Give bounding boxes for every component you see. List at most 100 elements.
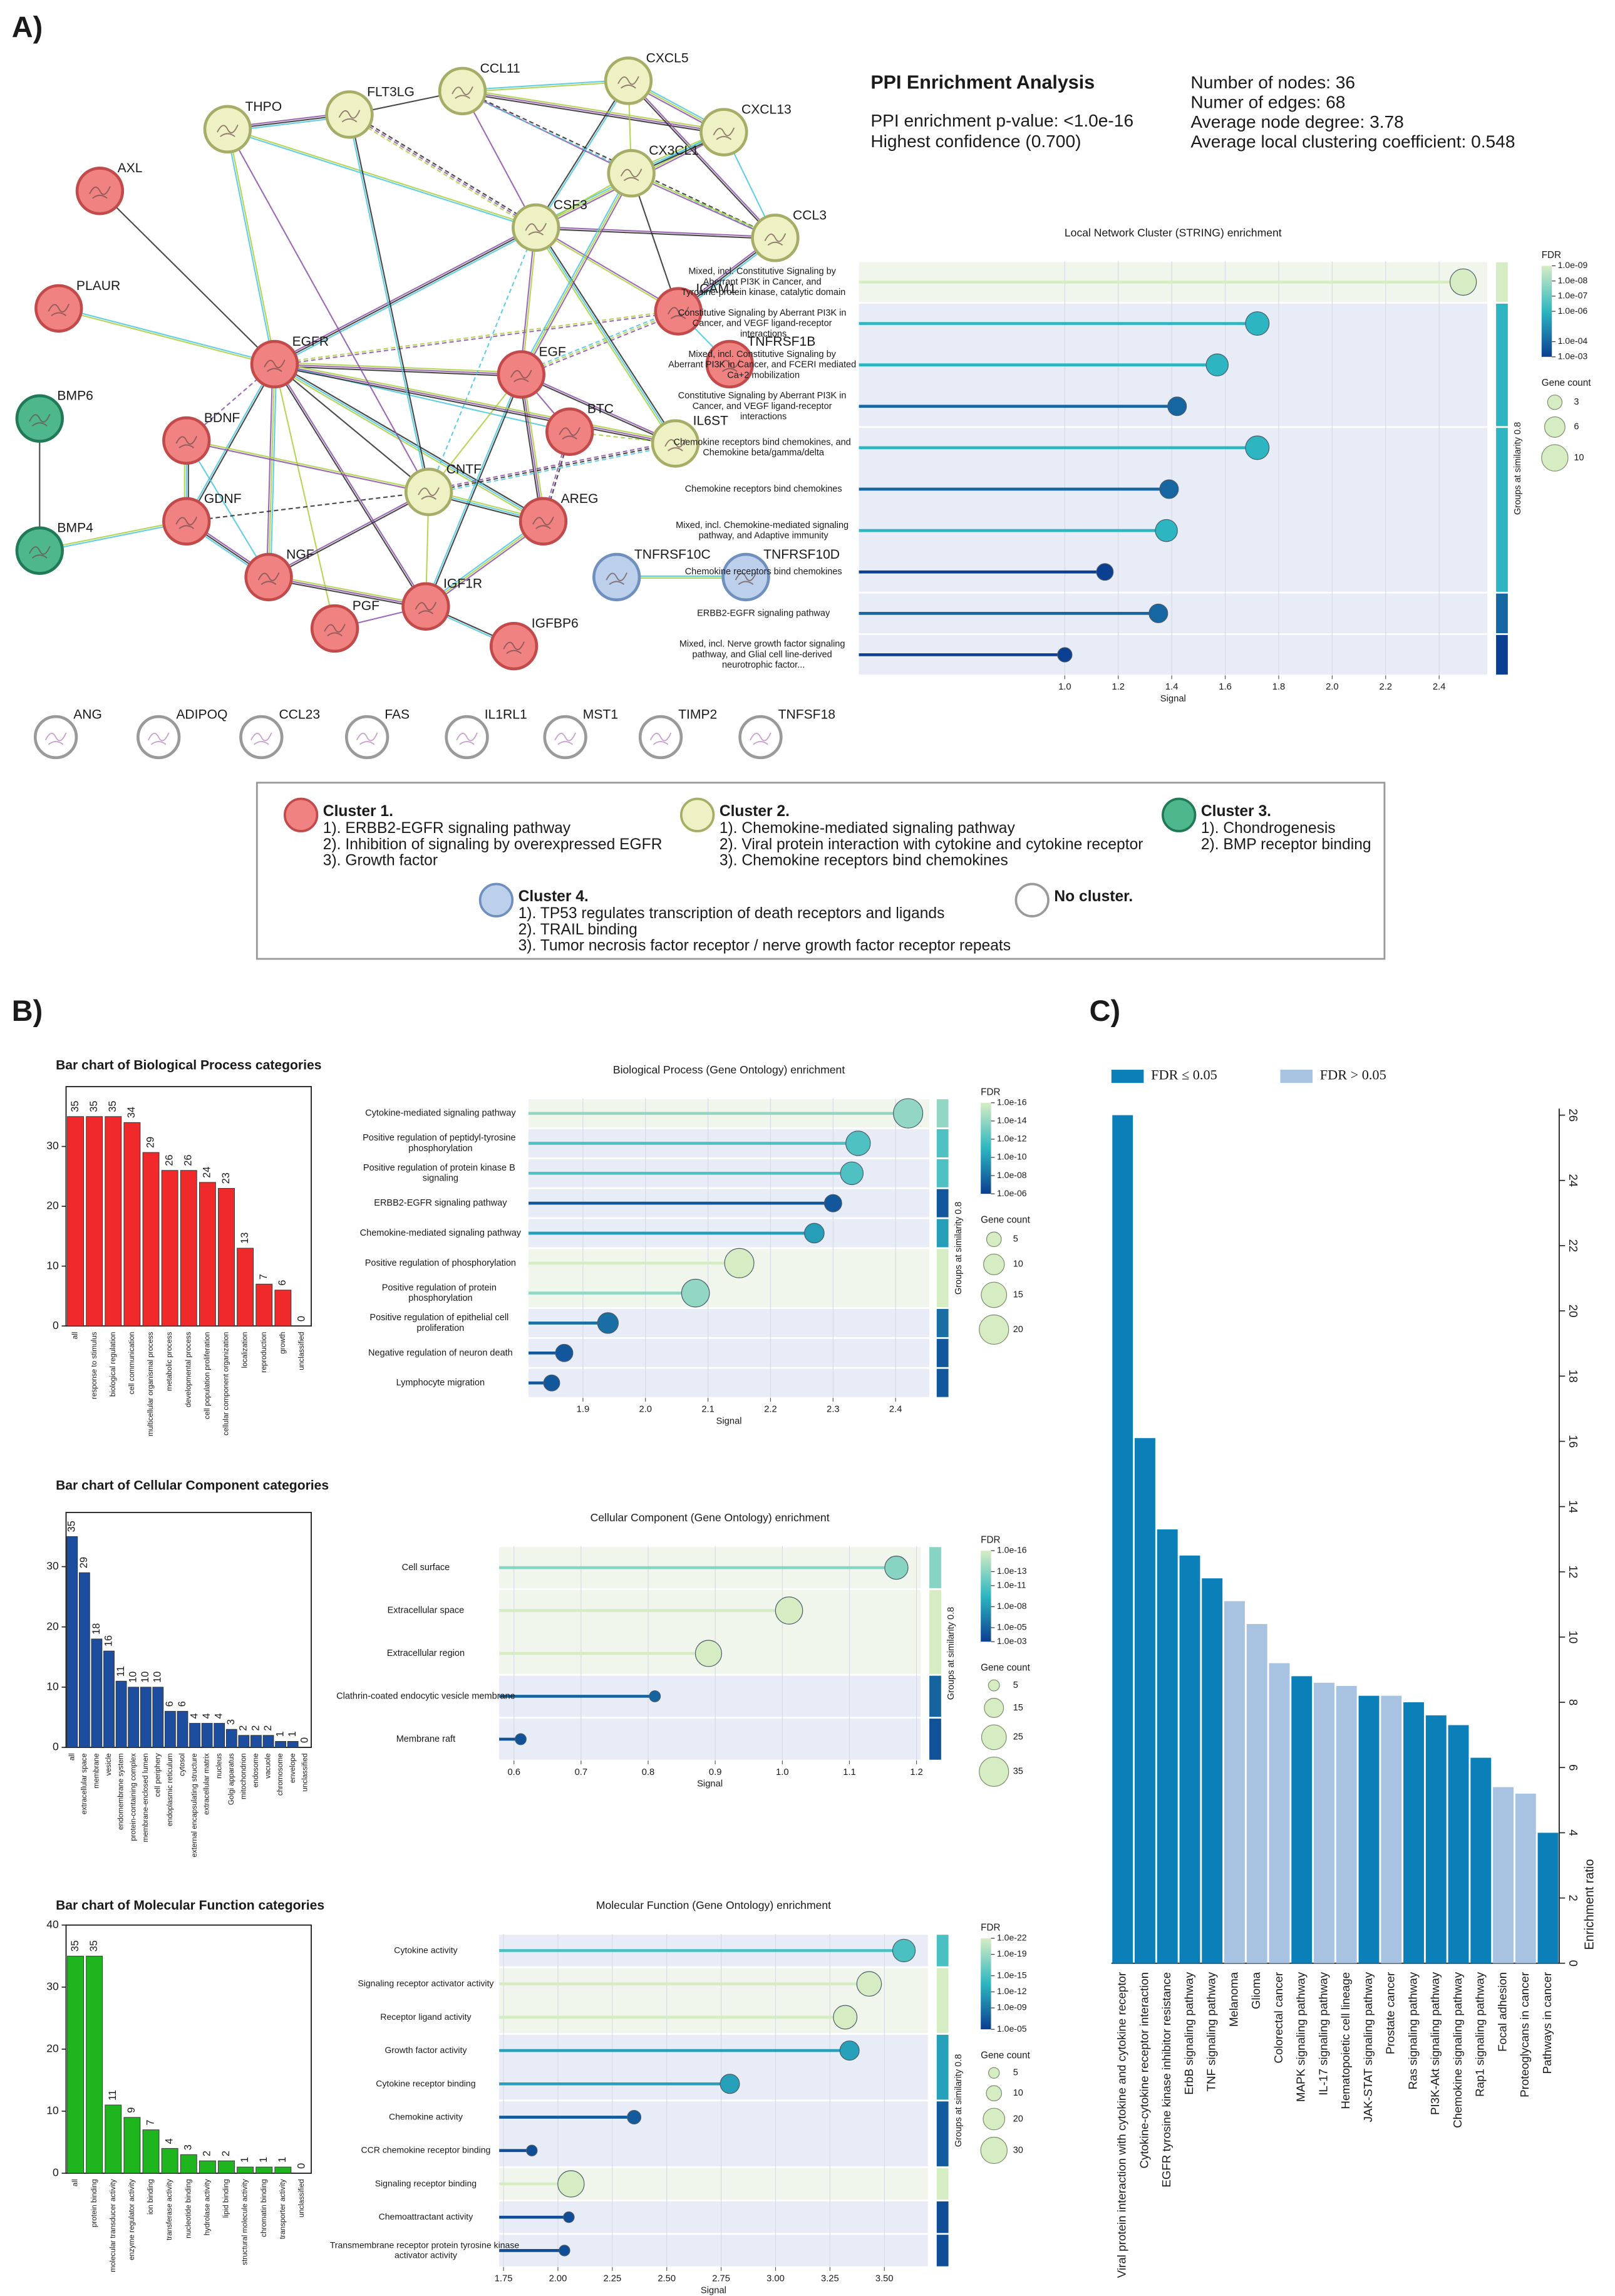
legend-item: 3). Tumor necrosis factor receptor / ner… [519,938,1011,954]
size-legend-label: 5 [1013,1680,1018,1690]
legend-swatch [1014,882,1050,918]
bar [67,1116,84,1326]
dot [1155,519,1178,542]
x-tick-label: developmental process [184,1332,192,1407]
value-label: 24 [202,1167,213,1178]
node-structure [451,86,473,99]
bar [218,1187,235,1326]
node-structure [356,732,378,745]
network-edge [185,363,275,522]
bar [78,1572,90,1748]
legend-item: 1). ERBB2-EGFR signaling pathway [323,820,571,837]
node-structure [456,732,478,745]
network-edge [631,172,776,238]
value-label: 2 [250,1725,261,1731]
node-structure [44,732,67,745]
row-label: Cytokine receptor binding [376,2078,475,2088]
dot [627,2110,642,2124]
network-edge [520,374,544,522]
colorbar-label: 1.0e-05 [997,2024,1027,2034]
value-label: 35 [107,1100,118,1112]
value-label: 4 [214,1713,225,1719]
bar [255,2166,273,2174]
network-edge [534,80,629,228]
node-label: NGF [286,547,314,562]
bar [1112,1115,1133,1963]
x-tick-label: ErbB signaling pathway [1182,1972,1195,2095]
network-edge [522,312,679,377]
bar [123,2117,141,2174]
row-label: Clathrin-coated endocytic vesicle membra… [336,1691,515,1701]
dot [1057,647,1073,663]
network-edge [535,227,678,313]
node-structure [649,732,672,745]
x-tick-label: mitochondrion [239,1753,247,1799]
bar [218,2160,235,2174]
x-tick-label: structural molecule activity [241,2179,249,2265]
colorbar-label: 1.0e-08 [1558,275,1588,285]
network-edge [267,490,429,577]
legend-title: Cluster 2. [720,803,790,820]
dot [1449,268,1477,296]
x-tick-label: 2.50 [658,2274,676,2284]
network-edge [274,227,537,365]
x-tick-label: transporter activity [279,2179,287,2239]
bar [255,1283,273,1326]
legend-label: FDR ≤ 0.05 [1151,1067,1217,1083]
row-label: Signaling receptor binding [375,2178,477,2188]
colorbar-label: 1.0e-04 [1558,336,1588,346]
dot [804,1223,825,1244]
row-label: Positive regulation of protein kinase B … [363,1163,518,1184]
size-legend-label: 3 [1574,397,1579,407]
y-tick-label: 16 [1567,1435,1580,1448]
node-structure [750,732,771,745]
group-label: Groups at similarity 0.8 [954,1202,964,1295]
bar [199,2160,216,2174]
network-edge [519,227,536,375]
bar [214,1723,225,1748]
group-bar [929,1590,941,1674]
dot [563,2211,575,2223]
network-edge [534,228,674,445]
network-edge [225,129,274,365]
network-edge [269,492,430,579]
y-tick-label: 20 [46,2042,59,2054]
network-edge [536,81,630,229]
node-label: BTC [587,402,614,416]
colorbar-label: 1.0e-15 [997,1970,1027,1980]
x-tick-label: 2.1 [701,1405,715,1415]
network-edge [274,363,544,522]
x-tick-label: reproduction [260,1332,268,1373]
node-structure [175,435,198,448]
network-edge [535,227,775,240]
network-edge [627,81,775,239]
network-edge [274,311,679,366]
bar [275,1740,286,1748]
network-edge [274,364,336,629]
group-bar [936,2034,949,2100]
node-structure [217,124,239,137]
colorbar-label: 1.0e-13 [997,1566,1027,1576]
network-edge [185,440,269,577]
node-label: AREG [561,492,599,506]
x-tick-label: nucleotide binding [184,2179,192,2238]
group-label: Groups at similarity 0.8 [946,1607,956,1700]
x-tick-label: 0.8 [642,1767,655,1777]
chart-title: Bar chart of Cellular Component categori… [56,1478,329,1492]
value-label: 4 [201,1713,212,1719]
node-structure [147,732,170,745]
dot [845,1130,871,1156]
value-label: 11 [107,2090,118,2101]
network-edge [274,365,676,447]
group-bar [936,1968,949,2034]
network-edge [266,364,274,577]
group-band [499,2235,928,2267]
x-tick-label: Chemokine signaling pathway [1451,1972,1464,2128]
network-edge [99,190,276,365]
node-label: CNTF [446,462,482,477]
value-label: 35 [70,1940,81,1952]
x-tick-label: unclassified [297,1332,306,1370]
node-label: CCL11 [480,61,520,76]
row-label: Mixed, incl. Chemokine-mediated signalin… [676,520,851,541]
